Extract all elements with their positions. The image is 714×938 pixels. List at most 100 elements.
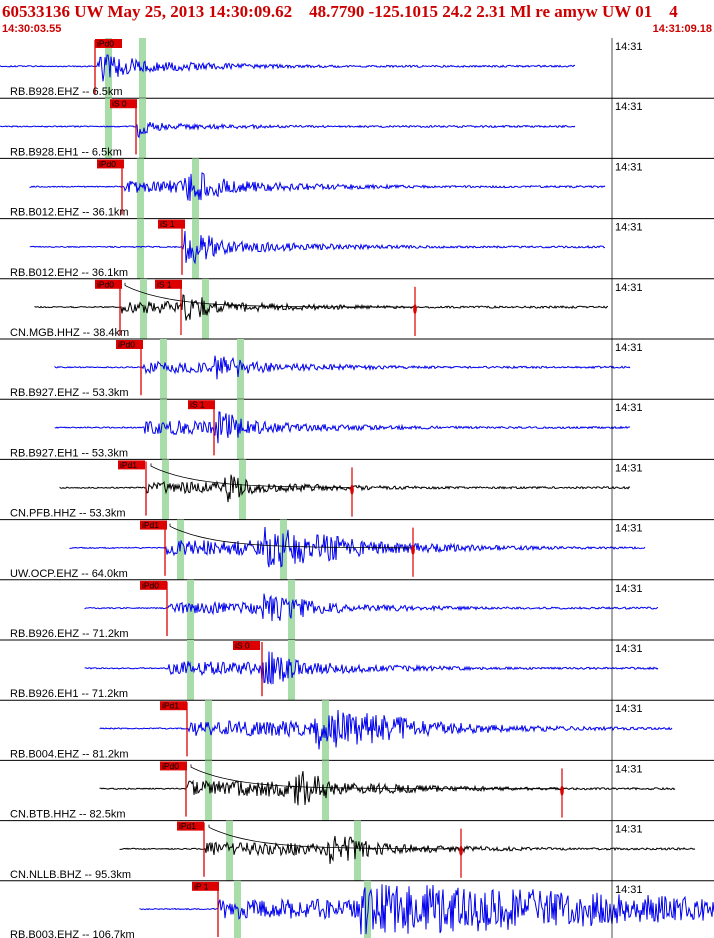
waveform (29, 230, 605, 265)
minute-tick-label: 14:31 (615, 161, 643, 173)
trace-panel[interactable]: iPd0 14:31 RB.B927.EHZ -- 53.3km (0, 339, 714, 400)
pick-label-text: iS 1 (157, 279, 172, 289)
time-window-marker (137, 218, 144, 279)
window-start-time: 14:30:03.55 (2, 23, 62, 35)
station-label: RB.B927.EHZ -- 53.3km (10, 387, 129, 399)
trace-panel[interactable]: iPd1 14:31 RB.B004.EHZ -- 81.2km (0, 700, 714, 761)
seismogram-panel[interactable]: iPd0 14:31 RB.B928.EHZ -- 6.5km iS 0 14:31 RB… (0, 38, 714, 938)
waveform (34, 294, 609, 321)
waveform (84, 593, 659, 622)
phase-pick-label[interactable]: iS 0 (110, 99, 137, 109)
phase-pick-label[interactable]: iPd0 (116, 340, 143, 350)
waveform (139, 884, 714, 935)
minute-tick-label: 14:31 (615, 342, 643, 354)
phase-pick-label[interactable]: iS 1 (158, 219, 185, 229)
waveform (99, 709, 673, 750)
phase-pick-label[interactable]: iPd1 (118, 460, 145, 470)
trace-panel[interactable]: iPd0 14:31 RB.B012.EHZ -- 36.1km (0, 158, 714, 220)
trace-panel[interactable]: iPd0 14:31 RB.B926.EHZ -- 71.2km (0, 579, 714, 641)
waveform (29, 172, 606, 201)
trace-panel[interactable]: iS 1 14:31 RB.B927.EH1 -- 53.3km (0, 399, 714, 460)
trace-panel[interactable]: iS 0 14:31 RB.B928.EH1 -- 6.5km (0, 98, 714, 159)
minute-tick-label: 14:31 (615, 222, 643, 234)
minute-tick-label: 14:31 (615, 282, 643, 294)
phase-pick-label[interactable]: iPd1 (140, 520, 167, 530)
minute-tick-label: 14:31 (615, 402, 643, 414)
coda-decay-curve (150, 463, 351, 488)
phase-pick-label[interactable]: iS 0 (233, 641, 260, 651)
station-label: RB.B928.EH1 -- 6.5km (10, 146, 122, 158)
pick-label-text: iS 0 (112, 99, 127, 109)
event-title: 60533136 UW May 25, 2013 14:30:09.62 48.… (2, 2, 678, 21)
pick-label-text: iPd1 (162, 701, 179, 711)
amplitude-marker-head (411, 544, 415, 555)
pick-label-text: iPd1 (120, 460, 137, 470)
phase-pick-label[interactable]: iPd0 (95, 39, 122, 49)
pick-label-text: iP 1 (194, 881, 209, 891)
time-window-marker (354, 820, 361, 881)
waveform (119, 835, 696, 864)
station-label: RB.B928.EHZ -- 6.5km (10, 86, 122, 98)
waveform (69, 526, 646, 568)
time-window-marker (192, 158, 199, 219)
trace-panel[interactable]: iS 0 14:31 RB.B926.EH1 -- 71.2km (0, 640, 714, 701)
trace-panel[interactable]: iPd0 iS 1 14:31 CN.MGB.HHZ -- 38.4km (0, 278, 714, 340)
amplitude-marker-head (560, 785, 564, 796)
station-label: UW.OCP.EHZ -- 64.0km (10, 568, 128, 580)
station-label: CN.PFB.HHZ -- 53.3km (10, 508, 126, 520)
phase-pick-label[interactable]: iS 1 (188, 400, 215, 410)
time-window-marker (160, 399, 167, 460)
minute-tick-label: 14:31 (615, 41, 643, 53)
amplitude-marker-head (413, 304, 417, 315)
window-end-time: 14:31:09.18 (652, 23, 712, 35)
minute-tick-label: 14:31 (615, 884, 643, 896)
trace-panel[interactable]: iPd0 14:31 RB.B928.EHZ -- 6.5km (0, 38, 714, 99)
phase-pick-label[interactable]: iPd1 (177, 821, 204, 831)
coda-decay-curve (208, 824, 461, 850)
station-label: RB.B012.EHZ -- 36.1km (10, 207, 129, 219)
trace-panel[interactable]: iP 1 14:31 RB.B003.EHZ -- 106.7km (0, 880, 714, 938)
station-label: RB.B012.EH2 -- 36.1km (10, 267, 128, 279)
station-label: RB.B003.EHZ -- 106.7km (10, 929, 135, 938)
time-window-marker (205, 700, 212, 761)
phase-pick-label[interactable]: iPd0 (97, 159, 124, 169)
time-window-marker (237, 339, 244, 400)
minute-tick-label: 14:31 (615, 523, 643, 535)
trace-panel[interactable]: iPd0 14:31 CN.BTB.HHZ -- 82.5km (0, 760, 714, 822)
coda-decay-curve (190, 764, 559, 790)
pick-label-text: iPd0 (99, 159, 116, 169)
time-window-marker (139, 98, 146, 159)
minute-tick-label: 14:31 (615, 763, 643, 775)
time-window-marker (205, 760, 212, 821)
phase-pick-label[interactable]: iPd0 (140, 580, 167, 590)
station-label: CN.BTB.HHZ -- 82.5km (10, 809, 126, 821)
minute-tick-label: 14:31 (615, 643, 643, 655)
minute-tick-label: 14:31 (615, 462, 643, 474)
waveform (99, 771, 676, 806)
pick-label-text: iPd0 (142, 580, 159, 590)
waveform (84, 651, 659, 685)
trace-panel[interactable]: iPd1 14:31 CN.NLLB.BHZ -- 95.3km (0, 820, 714, 882)
time-window-marker (137, 158, 144, 219)
trace-panel[interactable]: iS 1 14:31 RB.B012.EH2 -- 36.1km (0, 218, 714, 280)
time-window-marker (364, 880, 371, 938)
station-label: RB.B926.EHZ -- 71.2km (10, 628, 129, 640)
time-window-marker (202, 278, 209, 339)
pick-label-text: iS 0 (235, 641, 250, 651)
phase-pick-label[interactable]: iS 1 (155, 279, 182, 289)
minute-tick-label: 14:31 (615, 101, 643, 113)
phase-pick-label[interactable]: iPd1 (160, 701, 187, 711)
pick-label-text: iPd0 (118, 340, 135, 350)
trace-panel[interactable]: iPd1 14:31 CN.PFB.HHZ -- 53.3km (0, 459, 714, 521)
pick-label-text: iPd0 (162, 761, 179, 771)
station-label: RB.B926.EH1 -- 71.2km (10, 688, 128, 700)
phase-pick-label[interactable]: iPd0 (160, 761, 187, 771)
pick-label-text: iS 1 (160, 219, 175, 229)
trace-panel[interactable]: iPd1 14:31 UW.OCP.EHZ -- 64.0km (0, 519, 714, 581)
time-window-marker (234, 880, 241, 938)
waveform (54, 355, 631, 380)
phase-pick-label[interactable]: iP 1 (192, 881, 219, 891)
pick-label-text: iPd1 (142, 520, 159, 530)
phase-pick-label[interactable]: iPd0 (95, 279, 122, 289)
